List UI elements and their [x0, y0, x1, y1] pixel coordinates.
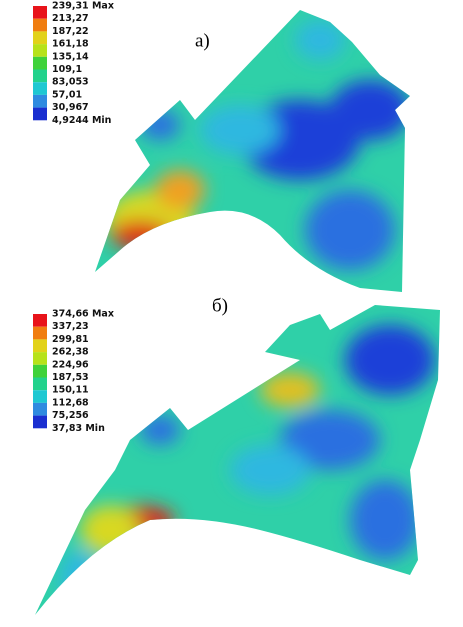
legend-swatch	[33, 390, 47, 403]
legend-swatch	[33, 339, 47, 353]
legend-label: 109,1	[52, 64, 82, 75]
legend-label: 37,83 Min	[52, 423, 105, 434]
legend-label: 187,53	[52, 372, 89, 383]
legend-label: 4,9244 Min	[52, 115, 112, 126]
legend-label: 112,68	[52, 397, 89, 408]
legend-swatch	[33, 314, 47, 327]
legend-swatch	[33, 6, 47, 19]
legend-swatch	[33, 44, 47, 57]
legend-label: 135,14	[52, 51, 89, 62]
legend-label: 161,18	[52, 39, 89, 50]
legend-label: 374,66 Max	[52, 309, 114, 320]
legend-swatch	[33, 326, 47, 340]
legend-label: 187,22	[52, 26, 89, 37]
legend-swatch	[33, 31, 47, 45]
legend-swatch	[33, 82, 47, 95]
legend-label: 83,053	[52, 77, 89, 88]
legend-swatch	[33, 107, 47, 121]
legend-label: 299,81	[52, 334, 89, 345]
legend-swatch	[33, 377, 47, 391]
legend-swatch	[33, 364, 47, 378]
legend-swatch	[33, 94, 47, 108]
legend-swatch	[33, 56, 47, 70]
legend-swatch	[33, 352, 47, 365]
legend-swatch	[33, 415, 47, 429]
legend-swatch	[33, 69, 47, 83]
legend-label: 57,01	[52, 89, 82, 100]
panel-label: б)	[212, 295, 228, 316]
legend-swatch	[33, 18, 47, 32]
legend-label: 213,27	[52, 13, 89, 24]
legend-label: 239,31 Max	[52, 1, 114, 12]
legend-label: 224,96	[52, 359, 89, 370]
legend-label: 75,256	[52, 410, 89, 421]
legend-swatch	[33, 402, 47, 416]
legend-label: 150,11	[52, 385, 89, 396]
panel-label: а)	[195, 30, 210, 51]
legend-label: 337,23	[52, 321, 89, 332]
legend-label: 262,38	[52, 347, 89, 358]
legend-label: 30,967	[52, 102, 89, 113]
